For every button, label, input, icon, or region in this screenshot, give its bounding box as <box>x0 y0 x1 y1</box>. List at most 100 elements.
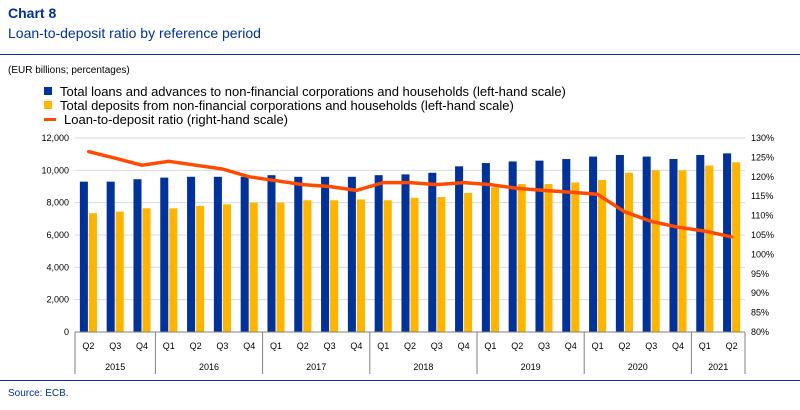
y-left-tick-label: 0 <box>64 327 69 337</box>
bar-deposits <box>330 200 339 332</box>
legend-label-ratio: Loan-to-deposit ratio (right-hand scale) <box>64 111 289 127</box>
y-left-tick-label: 8,000 <box>46 198 69 208</box>
y-left-tick-label: 4,000 <box>46 262 69 272</box>
bar-deposits <box>544 184 553 332</box>
ratio-point <box>86 150 90 154</box>
ratio-point <box>301 183 305 187</box>
bar-loans <box>321 176 330 332</box>
ratio-point <box>730 235 734 239</box>
y-right-tick-label: 100% <box>751 249 774 259</box>
ratio-point <box>247 175 251 179</box>
bar-deposits <box>651 170 660 332</box>
ratio-point <box>676 225 680 229</box>
bar-loans <box>723 153 732 332</box>
y-left-tick-label: 10,000 <box>41 165 69 175</box>
bar-loans <box>187 176 196 332</box>
bar-deposits <box>571 182 580 332</box>
ratio-point <box>596 192 600 196</box>
x-tick-label: Q1 <box>270 341 282 351</box>
y-left-tick-label: 6,000 <box>46 230 69 240</box>
x-tick-label: Q3 <box>538 341 550 351</box>
legend-label-deposits: Total deposits from non-financial corpor… <box>60 97 514 113</box>
bar-deposits <box>437 197 446 332</box>
y-left-tick-label: 2,000 <box>46 295 69 305</box>
ratio-point <box>622 210 626 214</box>
ratio-point <box>462 181 466 185</box>
x-tick-label: Q4 <box>350 341 362 351</box>
ratio-point <box>194 163 198 167</box>
bar-deposits <box>249 202 258 332</box>
legend-item-loans: Total loans and advances to non-financia… <box>44 84 566 99</box>
legend-swatch-deposits <box>44 101 52 109</box>
bottom-rule <box>0 380 800 381</box>
ratio-point <box>703 229 707 233</box>
y-right-tick-label: 115% <box>751 191 773 201</box>
year-label: 2016 <box>199 362 219 372</box>
bar-deposits <box>222 204 231 332</box>
bar-deposits <box>115 211 124 332</box>
ratio-point <box>354 188 358 192</box>
year-label: 2015 <box>105 362 125 372</box>
bar-loans <box>213 176 222 332</box>
x-tick-label: Q1 <box>377 341 389 351</box>
x-tick-label: Q2 <box>190 341 202 351</box>
ratio-point <box>113 156 117 160</box>
year-label: 2020 <box>628 362 648 372</box>
bar-loans <box>374 175 383 332</box>
bar-loans <box>160 177 169 332</box>
chart-number: Chart 8 <box>8 5 57 21</box>
ratio-point <box>515 186 519 190</box>
ratio-point <box>408 181 412 185</box>
bar-deposits <box>169 208 178 332</box>
bar-deposits <box>356 199 365 332</box>
ratio-line <box>87 149 732 239</box>
ratio-point <box>140 163 144 167</box>
bar-loans <box>615 154 624 332</box>
y-right-tick-label: 80% <box>751 327 769 337</box>
ratio-point <box>542 188 546 192</box>
y-right-tick-label: 130% <box>751 133 774 143</box>
bar-deposits <box>383 200 392 332</box>
x-tick-label: Q4 <box>672 341 684 351</box>
year-label: 2019 <box>521 362 541 372</box>
bar-loans <box>267 175 276 332</box>
year-label: 2017 <box>306 362 326 372</box>
bar-deposits <box>410 197 419 332</box>
x-tick-label: Q1 <box>592 341 604 351</box>
ratio-point <box>569 190 573 194</box>
bar-deposits <box>142 208 151 332</box>
bar-loans <box>401 174 410 332</box>
bar-loans <box>481 163 490 332</box>
units-note: (EUR billions; percentages) <box>8 65 130 76</box>
x-tick-label: Q1 <box>484 341 496 351</box>
y-right-tick-label: 95% <box>751 269 769 279</box>
year-label: 2021 <box>708 362 728 372</box>
x-tick-label: Q4 <box>136 341 148 351</box>
x-tick-label: Q1 <box>163 341 175 351</box>
bar-deposits <box>303 200 312 332</box>
legend-item-deposits: Total deposits from non-financial corpor… <box>44 97 566 113</box>
ratio-point <box>488 183 492 187</box>
ratio-point <box>435 183 439 187</box>
chart-title: Loan-to-deposit ratio by reference perio… <box>8 25 261 41</box>
legend-swatch-loans <box>44 87 52 95</box>
y-left-tick-label: 12,000 <box>41 133 69 143</box>
y-right-tick-label: 105% <box>751 230 774 240</box>
bar-deposits <box>464 192 473 332</box>
y-right-tick-label: 125% <box>751 152 774 162</box>
bar-loans <box>589 156 598 332</box>
ratio-point <box>328 185 332 188</box>
y-right-tick-label: 85% <box>751 308 769 318</box>
y-right-tick-label: 120% <box>751 172 774 182</box>
bar-deposits <box>196 205 205 332</box>
x-tick-label: Q2 <box>618 341 630 351</box>
bar-deposits <box>598 180 607 332</box>
bar-loans <box>294 176 303 332</box>
ratio-point <box>274 179 278 183</box>
year-label: 2018 <box>413 362 433 372</box>
x-tick-label: Q4 <box>565 341 577 351</box>
bar-loans <box>240 176 249 332</box>
ratio-point <box>167 159 171 163</box>
bar-deposits <box>517 184 526 332</box>
bar-deposits <box>705 165 714 332</box>
